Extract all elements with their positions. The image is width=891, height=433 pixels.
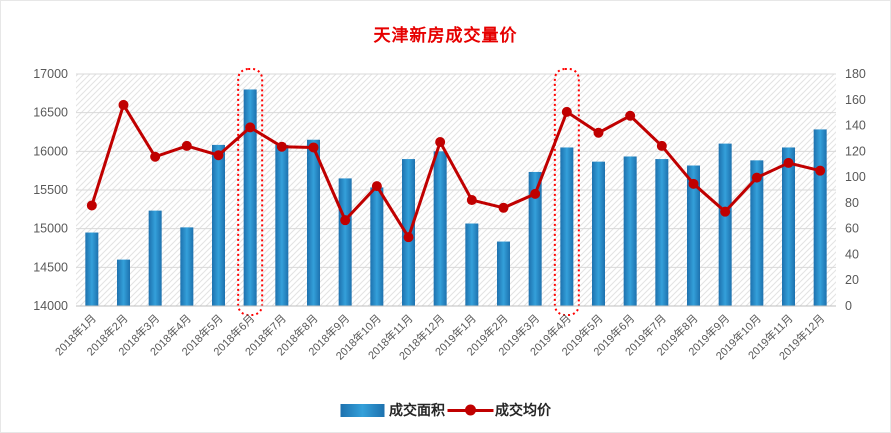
bar <box>560 147 574 306</box>
bar <box>433 151 447 306</box>
bar <box>307 139 320 306</box>
price-point <box>593 127 604 138</box>
bar <box>592 161 605 306</box>
left-axis-labels: 14000 14500 15000 15500 16000 16500 17000 <box>33 67 68 313</box>
right-axis-tick-label: 180 <box>845 67 866 81</box>
price-point <box>245 122 256 133</box>
legend-bar-swatch <box>340 403 384 417</box>
highlight-boxes <box>237 68 580 316</box>
price-point <box>815 165 826 176</box>
price-point <box>86 200 97 211</box>
right-axis-tick-label: 140 <box>845 119 866 133</box>
left-axis-tick-label: 17000 <box>33 67 68 81</box>
chart-title: 天津新房成交量价 <box>373 26 518 45</box>
bar <box>655 159 669 306</box>
right-axis-tick-label: 20 <box>845 273 859 287</box>
left-axis-tick-label: 15500 <box>33 183 68 197</box>
right-axis-tick-label: 60 <box>845 222 859 236</box>
legend-line-dot <box>464 404 476 416</box>
price-point <box>530 188 541 199</box>
bar <box>275 144 289 306</box>
bar <box>465 223 479 306</box>
price-point <box>213 150 224 161</box>
bar <box>750 160 764 306</box>
right-axis-tick-label: 0 <box>845 299 852 313</box>
left-axis-tick-label: 15000 <box>33 222 68 236</box>
bar <box>370 187 384 306</box>
left-axis-tick-label: 16500 <box>33 106 68 120</box>
left-axis-tick-label: 14000 <box>33 299 68 313</box>
bar <box>718 143 732 306</box>
right-axis-tick-label: 80 <box>845 196 859 210</box>
legend-area-label: 成交面积 <box>389 402 445 418</box>
highlight-box <box>237 68 264 316</box>
x-axis-labels: 2018年1月2018年2月2018年3月2018年4月2018年5月2018年… <box>52 311 827 362</box>
price-point <box>118 99 129 110</box>
price-point <box>561 106 572 117</box>
left-axis-tick-label: 16000 <box>33 144 68 158</box>
price-point <box>371 181 382 192</box>
bar <box>782 147 795 306</box>
legend-line-swatch <box>447 404 493 416</box>
bar <box>85 232 99 306</box>
bar <box>623 156 637 306</box>
price-point <box>276 141 287 152</box>
bar <box>180 227 194 306</box>
highlight-box <box>553 68 580 316</box>
price-point <box>466 195 477 206</box>
price-point <box>403 232 414 243</box>
right-axis-tick-label: 100 <box>845 170 866 184</box>
bar <box>212 144 225 306</box>
left-axis-tick-label: 14500 <box>33 260 68 274</box>
right-axis-tick-label: 160 <box>845 93 866 107</box>
bar <box>148 210 162 306</box>
bar <box>813 129 827 306</box>
price-point <box>150 151 161 162</box>
price-point <box>498 202 509 213</box>
bar <box>243 89 257 306</box>
price-point <box>783 157 794 168</box>
bar <box>687 165 700 306</box>
legend: 成交面积 成交均价 <box>340 400 551 420</box>
bar <box>497 241 510 306</box>
price-point <box>688 178 699 189</box>
legend-price-label: 成交均价 <box>495 402 551 418</box>
price-point <box>656 140 667 151</box>
price-line-series <box>86 99 826 243</box>
bar <box>117 259 130 306</box>
price-line <box>90 103 821 239</box>
price-point <box>720 206 731 217</box>
price-point <box>340 215 351 226</box>
price-point <box>181 140 192 151</box>
bar <box>338 178 352 306</box>
price-point <box>751 172 762 183</box>
price-point <box>625 110 636 121</box>
price-point <box>435 137 446 148</box>
bar <box>528 171 542 306</box>
price-point <box>308 142 319 153</box>
right-axis-tick-label: 40 <box>845 247 859 261</box>
right-axis-tick-label: 120 <box>845 144 866 158</box>
right-axis-labels: 0 20 40 60 80 100 120 140 160 180 <box>845 67 866 313</box>
